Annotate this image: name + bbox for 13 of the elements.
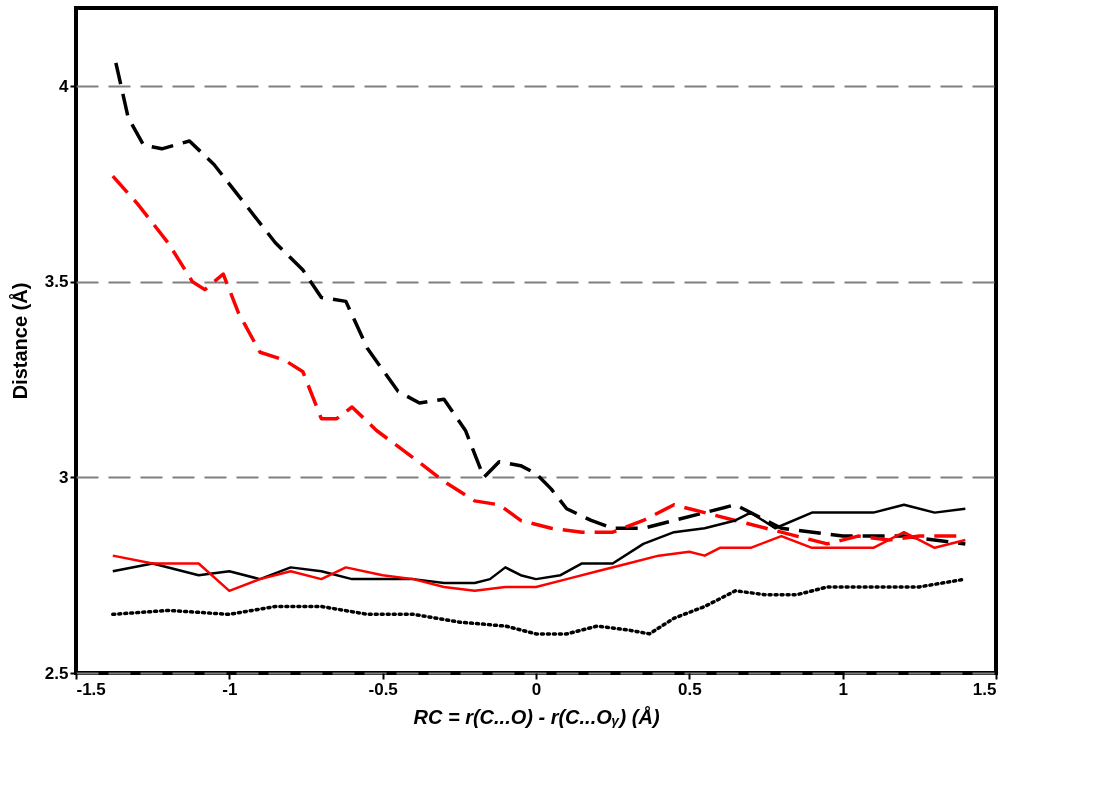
y-tick-label: 2.5 xyxy=(44,663,69,683)
y-tick-label: 4 xyxy=(59,76,70,96)
x-tick-label: -1.5 xyxy=(76,679,106,699)
x-tick-label: -1 xyxy=(222,679,238,699)
y-tick-label: 3.5 xyxy=(44,272,69,292)
y-axis-title: Distance (Å) xyxy=(7,282,31,400)
x-tick-label: 0.5 xyxy=(678,679,702,699)
x-axis-title: RC = r(C...O) - r(C...Oᵧ) (Å) xyxy=(413,704,660,728)
y-tick-label: 3 xyxy=(59,467,69,487)
x-tick-label: 1 xyxy=(838,679,848,699)
x-tick-label: 1.5 xyxy=(972,679,997,699)
x-tick-label: 0 xyxy=(531,679,542,699)
x-tick-label: -0.5 xyxy=(368,679,398,699)
